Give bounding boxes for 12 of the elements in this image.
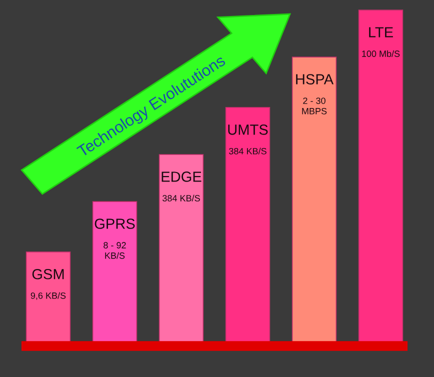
annotation: 8 - 92 KB/S (104, 242, 126, 259)
annotation: 100 Mb/S (362, 50, 400, 57)
annotation: 9,6 KB/S (30, 292, 66, 300)
annotation: 384 KB/S (229, 148, 266, 154)
x-tick-label: LTE (369, 27, 393, 38)
annotation: 2 - 30 MBPS (302, 98, 327, 114)
x-tick-label: UMTS (228, 124, 268, 135)
x-tick-label: EDGE (162, 172, 202, 182)
x-tick-label: HSPA (296, 74, 334, 84)
annotation: 384 KB/S (162, 194, 200, 202)
x-tick-label: GPRS (94, 218, 135, 229)
x-tick-label: GSM (32, 268, 64, 280)
